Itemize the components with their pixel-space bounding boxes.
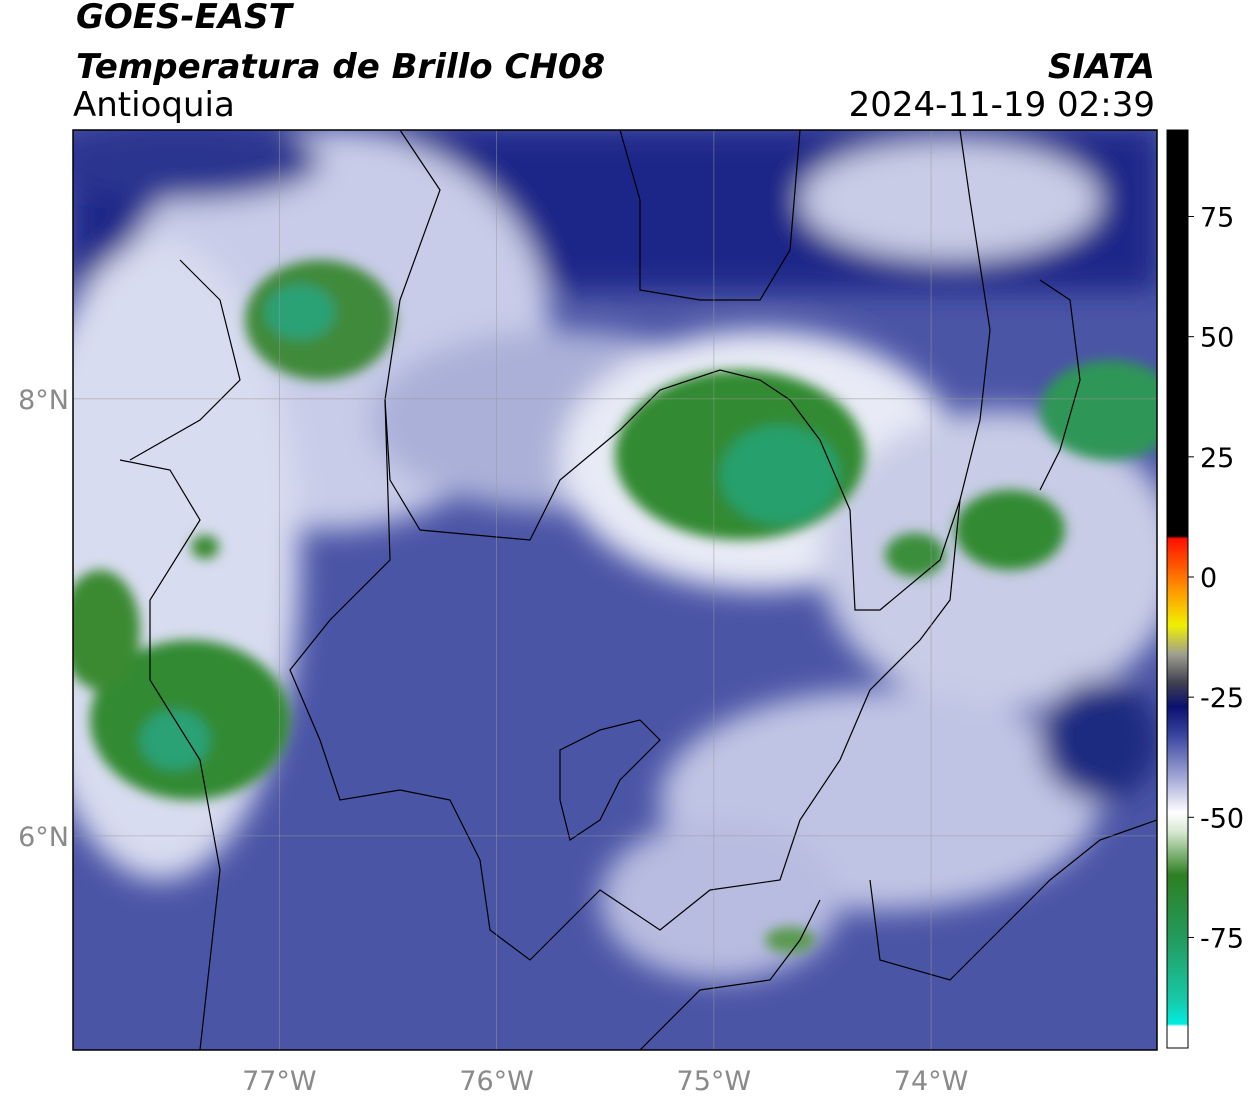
source: SIATA — [1048, 47, 1155, 87]
colorbar-tick-label: -75 — [1200, 923, 1244, 954]
colorbar-tick-label: -50 — [1200, 803, 1244, 834]
grid — [73, 130, 1157, 1050]
region: Antioquia — [73, 85, 235, 125]
x-tick-label: 76°W — [459, 1066, 534, 1097]
colorbar-tick-label: 50 — [1200, 323, 1234, 354]
borders — [119, 130, 1157, 1050]
satellite-field — [73, 130, 1157, 1050]
y-tick-label: 8°N — [18, 385, 69, 416]
colorbar-tick-label: 25 — [1200, 443, 1234, 474]
subtitle: Temperatura de Brillo CH08 — [76, 47, 605, 87]
colorbar-tick-label: 75 — [1200, 203, 1234, 234]
x-tick-label: 75°W — [677, 1066, 752, 1097]
y-tick-label: 6°N — [18, 822, 69, 853]
datetime: 2024-11-19 02:39 — [849, 85, 1155, 125]
colorbar-tick-label: 0 — [1200, 563, 1217, 594]
cold-cloud-tops — [73, 260, 1157, 953]
x-tick-label: 74°W — [894, 1066, 969, 1097]
map-frame — [72, 129, 1158, 1051]
title: GOES-EAST — [76, 0, 295, 37]
colorbar — [1166, 129, 1189, 1049]
colorbar-tick-label: -25 — [1200, 683, 1244, 714]
x-tick-label: 77°W — [242, 1066, 317, 1097]
